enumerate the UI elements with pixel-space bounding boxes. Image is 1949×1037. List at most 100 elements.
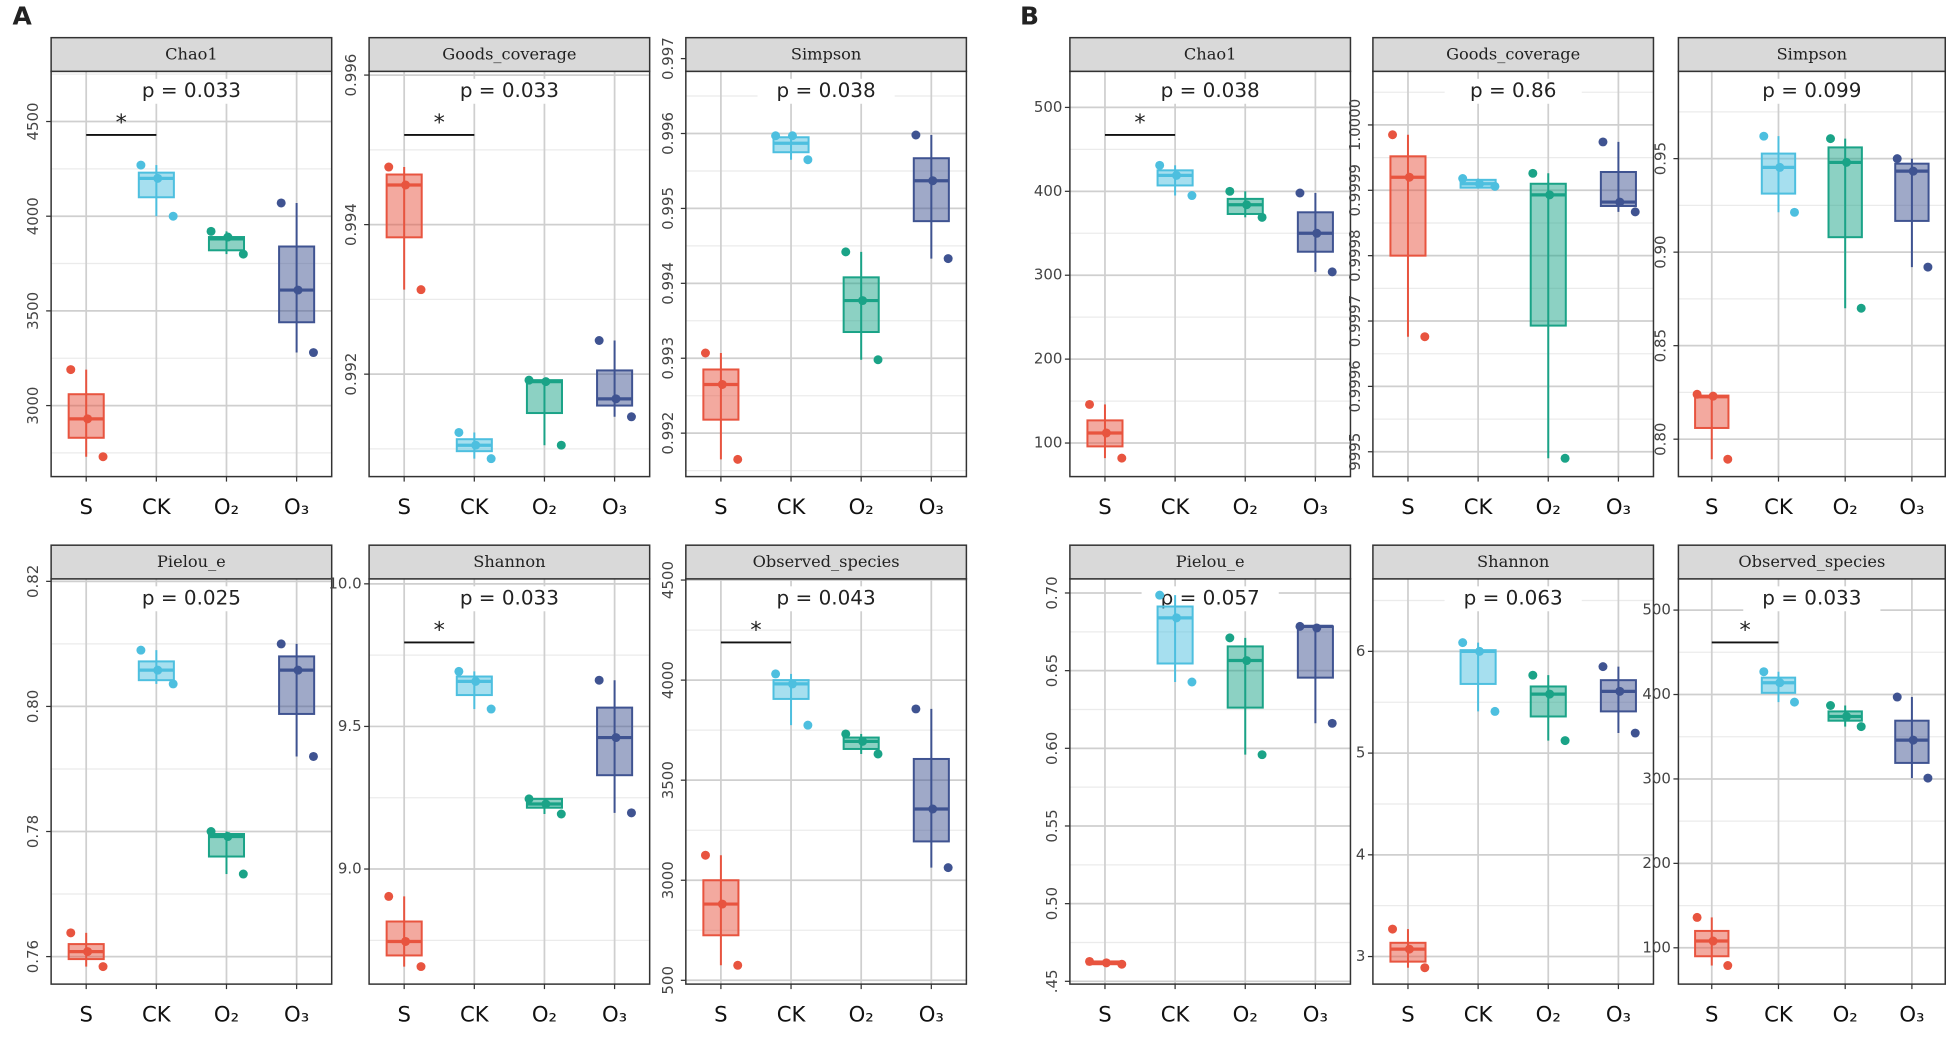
y-tick-label: 0.9999 bbox=[1346, 164, 1364, 216]
y-tick-label: 3500 bbox=[659, 761, 677, 799]
point bbox=[1708, 391, 1718, 401]
p-value-background bbox=[122, 78, 260, 104]
significance-label: * bbox=[434, 110, 445, 136]
point bbox=[928, 176, 938, 186]
y-tick-label: 9995 bbox=[1346, 433, 1364, 471]
point bbox=[524, 375, 534, 385]
box bbox=[1389, 155, 1427, 257]
point bbox=[733, 454, 743, 464]
y-tick-label: 200 bbox=[1034, 350, 1063, 368]
point bbox=[66, 928, 76, 938]
y-tick-label: 0.993 bbox=[659, 337, 677, 380]
point bbox=[524, 794, 534, 804]
x-tick-label: O₂ bbox=[1536, 1001, 1561, 1026]
x-tick-label: CK bbox=[1464, 494, 1494, 519]
point bbox=[911, 704, 921, 714]
point bbox=[384, 162, 394, 172]
box bbox=[1599, 679, 1637, 713]
y-tick-label: 0.70 bbox=[1043, 576, 1061, 609]
x-tick-label: S bbox=[1401, 1001, 1414, 1026]
box bbox=[385, 920, 423, 957]
y-tick-label: 0.60 bbox=[1043, 732, 1061, 765]
x-tick-label: CK bbox=[142, 494, 172, 519]
y-tick-label: 0.992 bbox=[659, 412, 677, 455]
significance-label: * bbox=[434, 618, 445, 644]
x-tick-label: O₂ bbox=[532, 1001, 557, 1026]
panel-title: Shannon bbox=[1477, 552, 1549, 571]
point bbox=[1117, 453, 1127, 463]
point bbox=[1759, 131, 1769, 141]
strip bbox=[685, 36, 968, 73]
point bbox=[700, 348, 710, 358]
y-tick-label: 3500 bbox=[24, 292, 42, 330]
point bbox=[1598, 137, 1608, 147]
significance-label: * bbox=[1134, 110, 1145, 136]
point bbox=[1826, 134, 1836, 144]
point bbox=[308, 751, 318, 761]
panel-title: Pielou_e bbox=[1176, 552, 1245, 571]
p-value-background bbox=[1743, 586, 1881, 612]
panel-background bbox=[369, 71, 650, 477]
x-tick-label: O₂ bbox=[532, 494, 557, 519]
y-tick-label: 500 bbox=[659, 966, 677, 995]
x-tick-label: S bbox=[79, 494, 92, 519]
point bbox=[1388, 130, 1398, 140]
point bbox=[1908, 735, 1918, 745]
p-value: p = 0.033 bbox=[460, 585, 559, 609]
y-tick-label: 9.5 bbox=[338, 717, 362, 735]
point bbox=[717, 379, 727, 389]
point bbox=[1420, 332, 1430, 342]
point bbox=[1892, 154, 1902, 164]
panel-background bbox=[1372, 578, 1654, 985]
p-value-background bbox=[440, 78, 578, 104]
p-value: p = 0.043 bbox=[777, 585, 876, 609]
strip bbox=[50, 36, 333, 73]
point bbox=[1856, 303, 1866, 313]
y-tick-label: 3000 bbox=[659, 861, 677, 899]
x-tick-label: CK bbox=[777, 1001, 807, 1026]
x-tick-label: CK bbox=[460, 494, 490, 519]
x-tick-label: CK bbox=[777, 494, 807, 519]
strip bbox=[368, 36, 651, 73]
y-tick-label: 500 bbox=[1034, 98, 1063, 116]
y-tick-label: 500 bbox=[1642, 601, 1671, 619]
point bbox=[803, 720, 813, 730]
point bbox=[454, 666, 464, 676]
y-tick-label: 9.0 bbox=[338, 860, 362, 878]
panel-title: Goods_coverage bbox=[442, 45, 576, 64]
point bbox=[1692, 389, 1702, 399]
point bbox=[1475, 646, 1485, 656]
p-value: p = 0.025 bbox=[142, 585, 241, 609]
box bbox=[912, 757, 950, 843]
y-tick-label: 4000 bbox=[24, 197, 42, 235]
point bbox=[168, 679, 178, 689]
point bbox=[803, 155, 813, 165]
point bbox=[1775, 162, 1785, 172]
strip bbox=[685, 544, 968, 580]
point bbox=[717, 899, 727, 909]
x-tick-label: O₂ bbox=[214, 1001, 239, 1026]
x-tick-label: CK bbox=[460, 1001, 490, 1026]
y-tick-label: 300 bbox=[1642, 769, 1671, 787]
y-tick-label: 100 bbox=[1034, 434, 1063, 452]
point bbox=[471, 676, 481, 686]
y-tick-label: 0.95 bbox=[1651, 142, 1669, 175]
x-tick-label: S bbox=[1705, 1001, 1718, 1026]
y-tick-label: 0.9996 bbox=[1346, 360, 1364, 412]
point bbox=[1257, 750, 1267, 760]
strip bbox=[1069, 36, 1352, 73]
y-tick-label: 0.78 bbox=[24, 815, 42, 848]
point bbox=[943, 254, 953, 264]
point bbox=[1615, 686, 1625, 696]
x-tick-label: O₂ bbox=[1536, 494, 1561, 519]
y-tick-label: 4500 bbox=[24, 102, 42, 140]
point bbox=[293, 285, 303, 295]
point bbox=[416, 962, 426, 972]
point bbox=[928, 804, 938, 814]
x-tick-label: CK bbox=[1464, 1001, 1494, 1026]
p-value-background bbox=[1444, 78, 1582, 104]
strip bbox=[1069, 544, 1352, 580]
point bbox=[1630, 728, 1640, 738]
p-value: p = 0.057 bbox=[1161, 585, 1260, 609]
point bbox=[1790, 207, 1799, 217]
